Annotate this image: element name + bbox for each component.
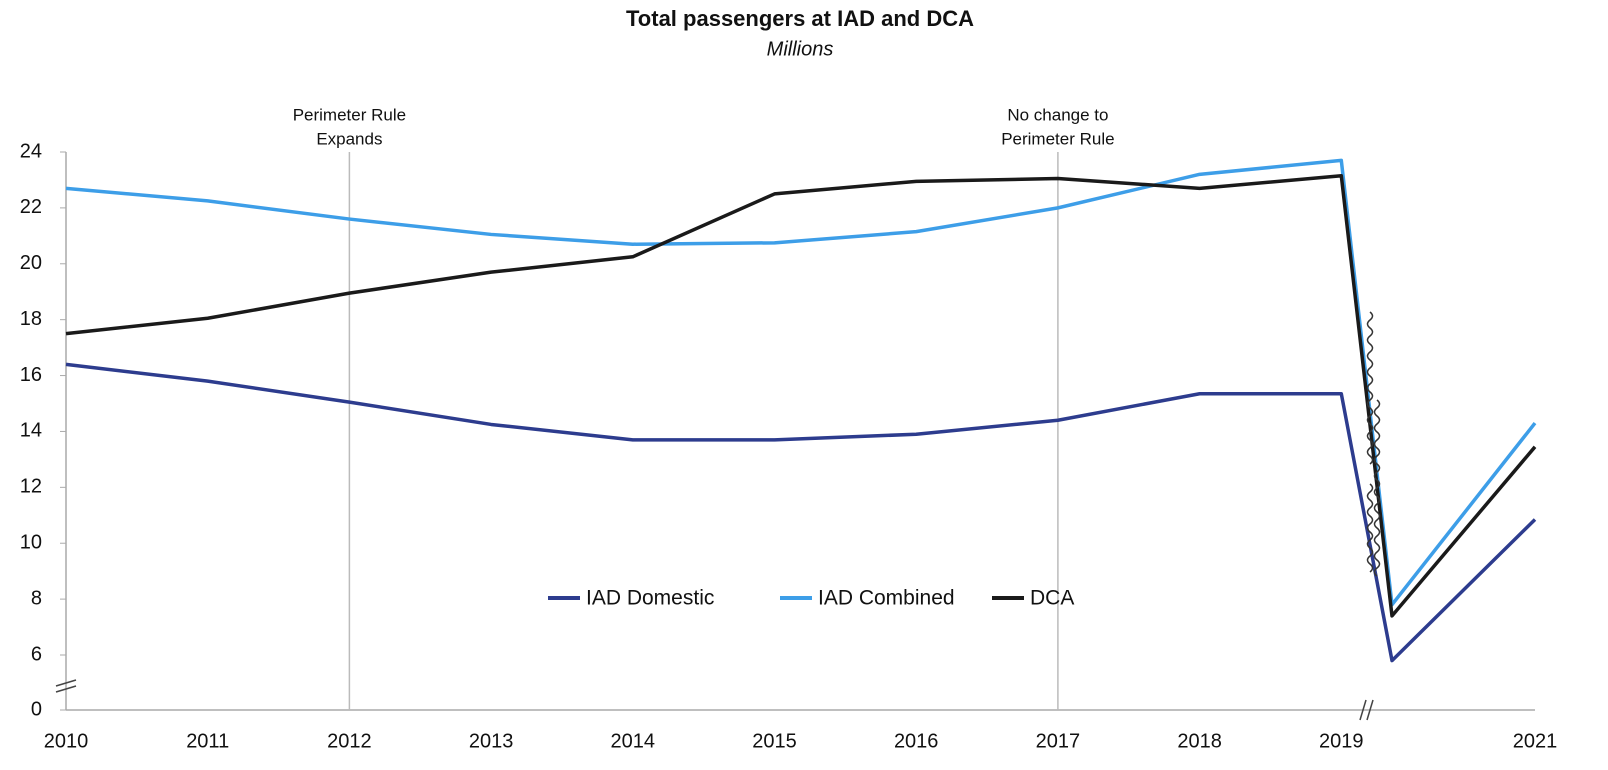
x-tick-label: 2018 xyxy=(1177,730,1222,752)
x-tick-label: 2012 xyxy=(327,730,372,752)
x-tick-label: 2015 xyxy=(752,730,797,752)
x-tick-label: 2017 xyxy=(1036,730,1081,752)
y-tick-label: 0 xyxy=(31,698,42,720)
x-tick-label: 2013 xyxy=(469,730,514,752)
legend-label: IAD Combined xyxy=(818,587,955,610)
annotation-text: No change to xyxy=(1007,105,1108,124)
line-break xyxy=(1373,399,1381,577)
line-break xyxy=(1366,483,1374,573)
series-line xyxy=(65,362,1537,663)
x-axis-break xyxy=(1359,699,1374,721)
y-tick-label: 24 xyxy=(20,140,42,162)
y-tick-label: 6 xyxy=(31,643,42,665)
x-tick-label: 2011 xyxy=(186,730,229,752)
chart-title: Total passengers at IAD and DCA xyxy=(626,6,974,31)
y-tick-label: 10 xyxy=(20,532,42,554)
annotation-text: Perimeter Rule xyxy=(293,105,406,124)
y-tick-label: 14 xyxy=(20,420,42,442)
y-axis-break xyxy=(55,679,77,693)
x-tick-label: 2019 xyxy=(1319,730,1364,752)
x-tick-label: 2014 xyxy=(611,730,656,752)
series-line xyxy=(65,158,1537,607)
annotation-text: Expands xyxy=(316,129,382,148)
line-break xyxy=(1366,311,1374,465)
y-tick-label: 22 xyxy=(20,196,42,218)
x-tick-label: 2010 xyxy=(44,730,89,752)
legend: IAD Domestic IAD Combined DCA xyxy=(548,587,1074,610)
y-tick-label: 20 xyxy=(20,252,42,274)
annotation-text: Perimeter Rule xyxy=(1001,129,1114,148)
chart-subtitle: Millions xyxy=(767,38,834,60)
y-tick-label: 16 xyxy=(20,364,42,386)
x-tick-label: 2021 xyxy=(1513,730,1558,752)
series-line xyxy=(65,174,1537,618)
y-tick-label: 8 xyxy=(31,587,42,609)
legend-label: IAD Domestic xyxy=(586,587,714,610)
y-tick-label: 18 xyxy=(20,308,42,330)
x-tick-label: 2016 xyxy=(894,730,939,752)
legend-label: DCA xyxy=(1030,587,1074,610)
y-tick-label: 12 xyxy=(20,476,42,498)
